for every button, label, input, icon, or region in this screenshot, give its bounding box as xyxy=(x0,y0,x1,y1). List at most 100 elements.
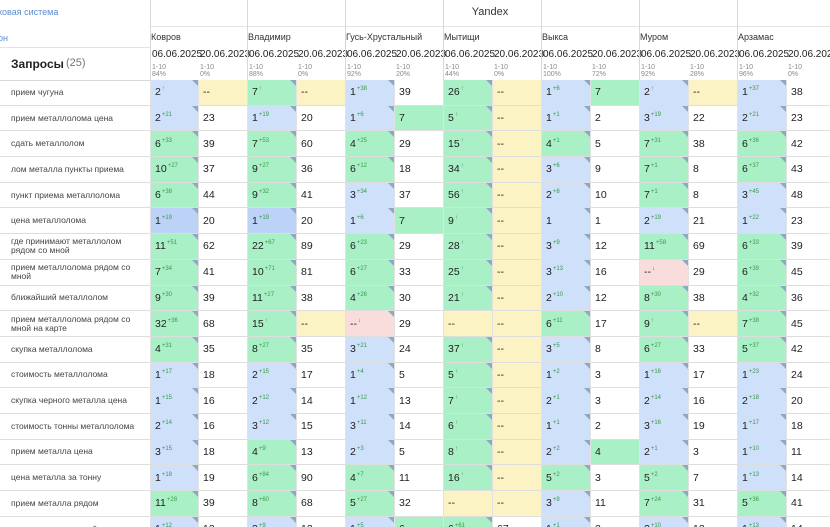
position-cell[interactable]: 12 xyxy=(296,516,345,527)
position-cell[interactable]: 9 ↑ xyxy=(639,311,688,336)
position-cell[interactable]: 38 xyxy=(688,131,737,157)
position-cell[interactable]: 39 xyxy=(198,285,247,311)
position-cell[interactable]: -- xyxy=(492,208,541,234)
position-cell[interactable]: 2 +3 xyxy=(345,439,394,465)
query-name[interactable]: скупка металлолома xyxy=(11,343,93,354)
position-cell[interactable]: 22 +67 xyxy=(247,234,296,259)
position-cell[interactable]: 6 +39 xyxy=(737,259,786,285)
position-cell[interactable]: 32 xyxy=(394,491,443,516)
position-cell[interactable]: 16 ↑ xyxy=(443,465,492,490)
position-cell[interactable]: 4 +7 xyxy=(345,465,394,490)
query-name[interactable]: прием металла рядом xyxy=(11,497,99,508)
position-cell[interactable]: 7 xyxy=(394,105,443,131)
position-cell[interactable]: 8 xyxy=(688,157,737,182)
date-column-header[interactable]: 20.06.2023 xyxy=(494,49,545,60)
position-cell[interactable]: 7 +38 xyxy=(737,311,786,336)
position-cell[interactable]: 36 xyxy=(296,157,345,182)
query-name[interactable]: прием металлолома цена xyxy=(11,112,114,123)
position-cell[interactable]: 4 +31 xyxy=(150,336,198,362)
city-header[interactable]: Арзамас xyxy=(738,32,774,42)
position-cell[interactable]: 3 +45 xyxy=(737,182,786,208)
position-cell[interactable]: -- xyxy=(492,362,541,388)
position-cell[interactable]: 5 +2 xyxy=(639,465,688,490)
position-cell[interactable]: 26 ↑ xyxy=(443,80,492,105)
position-cell[interactable]: 48 xyxy=(786,182,830,208)
query-name[interactable]: стоимость металлолома xyxy=(11,369,108,380)
position-cell[interactable]: 9 xyxy=(590,157,639,182)
query-name[interactable]: стоимость тонны металлолома xyxy=(11,420,135,431)
position-cell[interactable]: 3 +8 xyxy=(541,491,590,516)
date-column-header[interactable]: 20.06.2023 xyxy=(396,49,447,60)
position-cell[interactable]: 7 xyxy=(688,465,737,490)
query-name[interactable]: пункт приема металлолома xyxy=(11,189,121,200)
position-cell[interactable]: 2 +2 xyxy=(541,439,590,465)
position-cell[interactable]: 35 xyxy=(198,336,247,362)
position-cell[interactable]: 1 +22 xyxy=(737,208,786,234)
position-cell[interactable]: 11 +58 xyxy=(639,234,688,259)
position-cell[interactable]: -- xyxy=(492,439,541,465)
position-cell[interactable]: 39 xyxy=(786,234,830,259)
position-cell[interactable]: 24 xyxy=(394,336,443,362)
position-cell[interactable]: 2 xyxy=(590,105,639,131)
position-cell[interactable]: 1 +19 xyxy=(247,105,296,131)
position-cell[interactable]: 7 +1 xyxy=(639,182,688,208)
position-cell[interactable]: 38 xyxy=(296,285,345,311)
position-cell[interactable]: 1 +4 xyxy=(345,362,394,388)
position-cell[interactable]: 1+12 xyxy=(150,516,198,527)
position-cell[interactable]: -- xyxy=(296,80,345,105)
position-cell[interactable]: 16 xyxy=(590,259,639,285)
position-cell[interactable]: 21 ↑ xyxy=(443,285,492,311)
position-cell[interactable]: 16 xyxy=(198,388,247,413)
position-cell[interactable]: 16 xyxy=(198,413,247,439)
position-cell[interactable]: 14 xyxy=(786,465,830,490)
position-cell[interactable]: 1 xyxy=(541,208,590,234)
position-cell[interactable]: 2 +21 xyxy=(737,105,786,131)
date-column-header[interactable]: 20.06.2023 xyxy=(200,49,251,60)
query-name[interactable]: скупка черного металла цена xyxy=(11,395,127,406)
position-cell[interactable]: 89 xyxy=(296,234,345,259)
position-cell[interactable]: 7 +31 xyxy=(639,131,688,157)
position-cell[interactable]: 4 +1 xyxy=(541,131,590,157)
position-cell[interactable]: 7 xyxy=(590,80,639,105)
city-header[interactable]: Гусь-Хрустальный xyxy=(346,32,423,42)
position-cell[interactable]: 3 +5 xyxy=(541,336,590,362)
position-cell[interactable]: 13 xyxy=(296,439,345,465)
position-cell[interactable]: 42 xyxy=(786,131,830,157)
position-cell[interactable]: 6 +38 xyxy=(150,182,198,208)
position-cell[interactable]: 56 ↑ xyxy=(443,182,492,208)
position-cell[interactable]: 3 +16 xyxy=(639,413,688,439)
position-cell[interactable]: 1 +37 xyxy=(737,80,786,105)
position-cell[interactable]: 12 xyxy=(590,285,639,311)
position-cell[interactable]: 1+1 xyxy=(541,516,590,527)
position-cell[interactable]: -- xyxy=(492,413,541,439)
position-cell[interactable]: 11 +51 xyxy=(150,234,198,259)
query-name[interactable]: прием металла цена xyxy=(11,446,93,457)
position-cell[interactable]: 18 xyxy=(198,439,247,465)
position-cell[interactable]: 3 xyxy=(688,439,737,465)
position-cell[interactable]: 7 ↑ xyxy=(443,388,492,413)
position-cell[interactable]: 20 xyxy=(786,388,830,413)
position-cell[interactable]: 2 ↑ xyxy=(150,80,198,105)
position-cell[interactable]: -- xyxy=(492,388,541,413)
position-cell[interactable]: 1 +6 xyxy=(345,105,394,131)
position-cell[interactable]: 20 xyxy=(296,105,345,131)
position-cell[interactable]: 5 xyxy=(394,439,443,465)
position-cell[interactable]: 45 xyxy=(786,311,830,336)
position-cell[interactable]: 17 xyxy=(296,362,345,388)
date-column-header[interactable]: 20.06.2023 xyxy=(592,49,643,60)
position-cell[interactable]: 3 +19 xyxy=(639,105,688,131)
date-column-header[interactable]: 06.06.2025 xyxy=(641,49,692,60)
queries-title[interactable]: Запросы xyxy=(11,57,64,71)
position-cell[interactable]: 1 +19 xyxy=(150,208,198,234)
position-cell[interactable]: 3 +15 xyxy=(150,439,198,465)
position-cell[interactable]: 81 xyxy=(296,259,345,285)
position-cell[interactable]: -- xyxy=(492,465,541,490)
position-cell[interactable]: -- xyxy=(443,491,492,516)
position-cell[interactable]: 1 +15 xyxy=(150,388,198,413)
position-cell[interactable]: -- xyxy=(492,182,541,208)
position-cell[interactable]: 4 +9 xyxy=(247,439,296,465)
city-header[interactable]: Муром xyxy=(640,32,669,42)
date-column-header[interactable]: 06.06.2025 xyxy=(152,49,203,60)
position-cell[interactable]: 24 xyxy=(786,362,830,388)
position-cell[interactable]: 60 xyxy=(296,131,345,157)
